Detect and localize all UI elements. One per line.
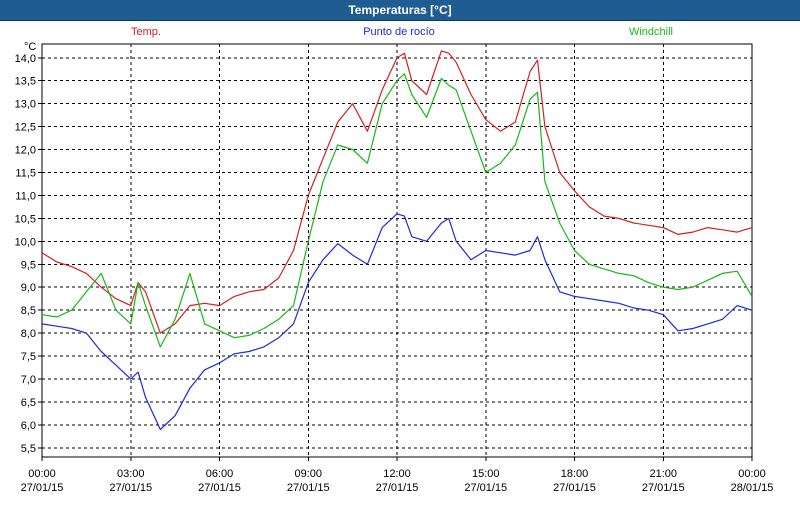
y-tick-label: 11,5: [15, 167, 36, 179]
x-tick-date-label: 27/01/15: [376, 482, 419, 494]
x-tick-time-label: 00:00: [738, 468, 766, 480]
y-tick-label: 8,5: [21, 305, 36, 317]
axes: [38, 43, 753, 461]
x-tick-date-label: 28/01/15: [731, 482, 774, 494]
x-tick-time-label: 12:00: [383, 468, 411, 480]
y-tick-label: 10,5: [15, 213, 36, 225]
series-lines: [41, 50, 753, 431]
y-tick-label: 13,5: [15, 76, 36, 88]
x-tick-time-label: 09:00: [294, 468, 322, 480]
series-line: [41, 213, 753, 431]
chart-area: 5,5 6,0 6,5 7,0 7,5 8,0 8,5 9,0 9,5 10,0 10,5 11,0 1…: [0, 20, 800, 500]
legend-label: Windchill: [629, 26, 673, 38]
y-tick-label: 9,0: [21, 282, 36, 294]
x-tick-time-label: 00:00: [28, 468, 56, 480]
y-tick-label: 7,5: [21, 351, 36, 363]
y-tick-label: 12,5: [15, 122, 36, 134]
x-tick-date-label: 27/01/15: [198, 482, 241, 494]
x-tick-time-label: 21:00: [649, 468, 677, 480]
x-tick-time-label: 18:00: [561, 468, 589, 480]
labels: 5,5 6,0 6,5 7,0 7,5 8,0 8,5 9,0 9,5 10,0 10,5 11,0 1…: [15, 26, 774, 494]
x-tick-date-label: 27/01/15: [287, 482, 330, 494]
y-tick-label: 6,5: [21, 397, 36, 409]
y-tick-label: 13,0: [15, 99, 36, 111]
x-tick-date-label: 27/01/15: [109, 482, 152, 494]
x-tick-time-label: 03:00: [117, 468, 145, 480]
x-tick-time-label: 15:00: [472, 468, 500, 480]
y-tick-label: 12,0: [15, 145, 36, 157]
plot-border: [41, 43, 753, 458]
y-tick-label: 7,0: [21, 374, 36, 386]
series-line: [41, 73, 753, 348]
temperature-chart: 5,5 6,0 6,5 7,0 7,5 8,0 8,5 9,0 9,5 10,0 10,5 11,0 1…: [15, 26, 774, 494]
x-tick-date-label: 27/01/15: [21, 482, 64, 494]
window-title-bar: Temperaturas [°C]: [0, 0, 800, 21]
y-tick-label: 6,0: [21, 420, 36, 432]
y-tick-label: 14,0: [15, 53, 36, 65]
x-tick-time-label: 06:00: [206, 468, 234, 480]
y-axis-unit-label: °C: [24, 41, 36, 53]
grid: [41, 44, 753, 457]
y-tick-label: 9,5: [21, 259, 36, 271]
legend-label: Punto de rocío: [363, 26, 435, 38]
series-line: [41, 50, 753, 334]
y-tick-label: 10,0: [15, 236, 36, 248]
y-tick-label: 8,0: [21, 328, 36, 340]
x-tick-date-label: 27/01/15: [642, 482, 685, 494]
legend-label: Temp.: [131, 26, 161, 38]
x-tick-date-label: 27/01/15: [464, 482, 507, 494]
y-tick-label: 11,0: [15, 190, 36, 202]
y-tick-label: 5,5: [21, 443, 36, 455]
x-tick-date-label: 27/01/15: [553, 482, 596, 494]
window-title: Temperaturas [°C]: [348, 3, 452, 17]
